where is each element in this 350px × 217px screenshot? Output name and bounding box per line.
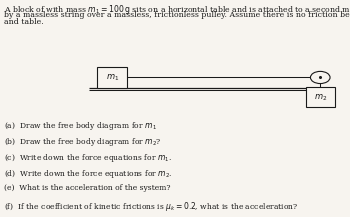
- Text: (d)  Write down the force equations for $m_2$.: (d) Write down the force equations for $…: [4, 168, 173, 180]
- Text: (c)  Write down the force equations for $m_1$.: (c) Write down the force equations for $…: [4, 152, 172, 164]
- Text: (b)  Draw the free body diagram for $m_2$?: (b) Draw the free body diagram for $m_2$…: [4, 136, 162, 148]
- Text: A block of with mass $m_1 = 100\,\mathrm{g}$ sits on a horizontal table and is a: A block of with mass $m_1 = 100\,\mathrm…: [4, 3, 350, 16]
- Bar: [97, 67, 127, 88]
- Text: (e)  What is the acceleration of the system?: (e) What is the acceleration of the syst…: [4, 184, 171, 192]
- Text: by a massless string over a massless, frictionless pulley. Assume there is no fr: by a massless string over a massless, fr…: [4, 11, 350, 19]
- Text: $m_2$: $m_2$: [314, 92, 327, 103]
- Text: (f)  If the coefficient of kinetic frictions is $\mu_k = 0.2$, what is the accel: (f) If the coefficient of kinetic fricti…: [4, 200, 299, 213]
- Text: (a)  Draw the free body diagram for $m_1$: (a) Draw the free body diagram for $m_1$: [4, 120, 157, 132]
- Circle shape: [310, 71, 330, 84]
- Text: $m_1$: $m_1$: [106, 72, 119, 83]
- Text: (g)  What is the work done by friction if the box on the table moves $50\,\mathr: (g) What is the work done by friction if…: [4, 215, 294, 217]
- Text: and table.: and table.: [4, 18, 44, 26]
- Bar: [306, 87, 335, 107]
